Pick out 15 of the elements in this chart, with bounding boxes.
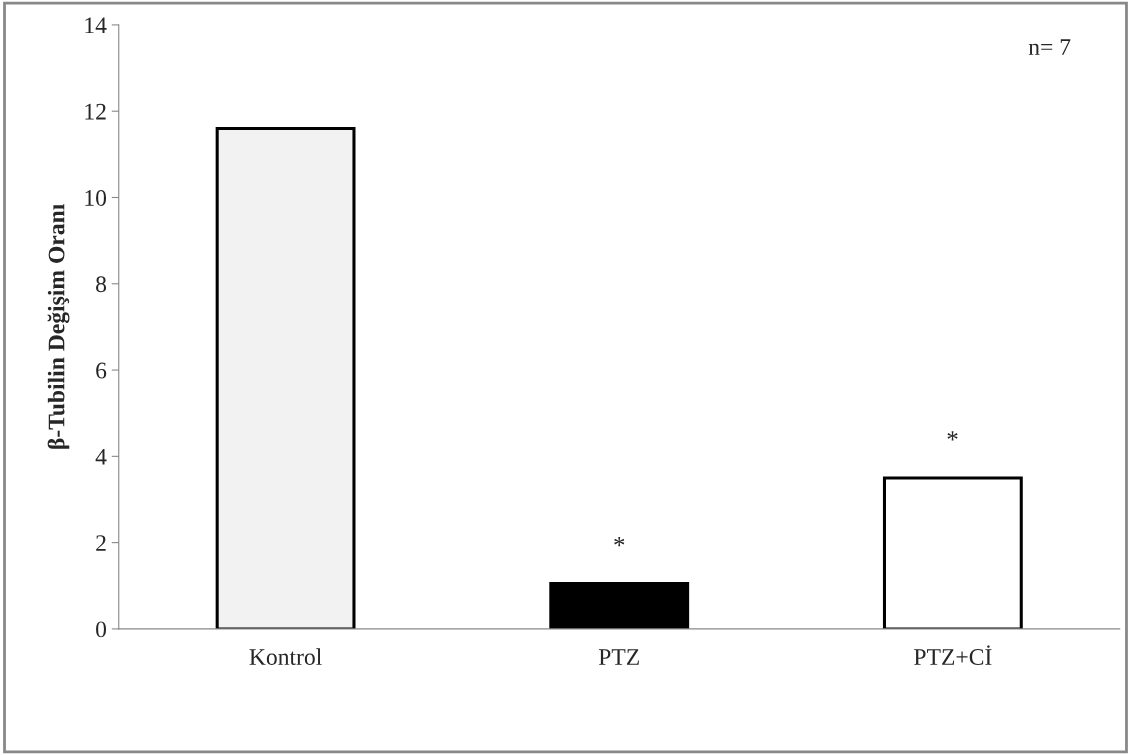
annotation: n= 7 [1028,39,1071,55]
x-tick-label: PTZ [598,649,639,665]
annotation: * [614,537,625,547]
y-tick-label: 4 [95,448,107,465]
x-tick-label: Kontrol [249,648,322,665]
y-tick-label: 2 [96,535,106,551]
y-tick-label: 10 [85,189,107,206]
y-tick-label: 0 [96,621,107,638]
y-tick-label: 6 [96,362,107,379]
y-tick-label: 14 [85,17,107,34]
x-tick-label: PTZ+Cİ [914,645,992,665]
y-tick-label: 12 [85,103,106,120]
y-tick-label: 8 [96,276,107,293]
annotation: * [947,431,958,441]
y-axis-title: β-Tubilin Değişim Oranı [47,204,70,449]
